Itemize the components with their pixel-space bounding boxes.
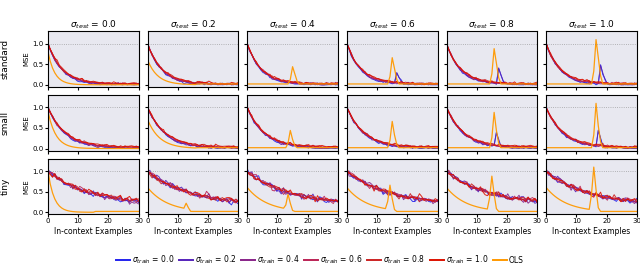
Title: $\sigma_{test}$ = 1.0: $\sigma_{test}$ = 1.0 bbox=[568, 19, 615, 31]
Y-axis label: MSE: MSE bbox=[24, 52, 30, 67]
X-axis label: In-context Examples: In-context Examples bbox=[253, 227, 332, 236]
X-axis label: In-context Examples: In-context Examples bbox=[552, 227, 630, 236]
Title: $\sigma_{test}$ = 0.4: $\sigma_{test}$ = 0.4 bbox=[269, 19, 316, 31]
Legend: $\sigma_{train}$ = 0.0, $\sigma_{train}$ = 0.2, $\sigma_{train}$ = 0.4, $\sigma_: $\sigma_{train}$ = 0.0, $\sigma_{train}$… bbox=[113, 251, 527, 269]
X-axis label: In-context Examples: In-context Examples bbox=[452, 227, 531, 236]
X-axis label: In-context Examples: In-context Examples bbox=[54, 227, 132, 236]
Title: $\sigma_{test}$ = 0.6: $\sigma_{test}$ = 0.6 bbox=[369, 19, 416, 31]
X-axis label: In-context Examples: In-context Examples bbox=[154, 227, 232, 236]
Y-axis label: MSE: MSE bbox=[24, 179, 30, 194]
Text: tiny: tiny bbox=[1, 178, 10, 195]
Title: $\sigma_{test}$ = 0.8: $\sigma_{test}$ = 0.8 bbox=[468, 19, 515, 31]
Y-axis label: MSE: MSE bbox=[24, 115, 30, 130]
Text: standard: standard bbox=[1, 39, 10, 79]
Title: $\sigma_{test}$ = 0.0: $\sigma_{test}$ = 0.0 bbox=[70, 19, 117, 31]
Text: small: small bbox=[1, 111, 10, 135]
Title: $\sigma_{test}$ = 0.2: $\sigma_{test}$ = 0.2 bbox=[170, 19, 216, 31]
X-axis label: In-context Examples: In-context Examples bbox=[353, 227, 431, 236]
